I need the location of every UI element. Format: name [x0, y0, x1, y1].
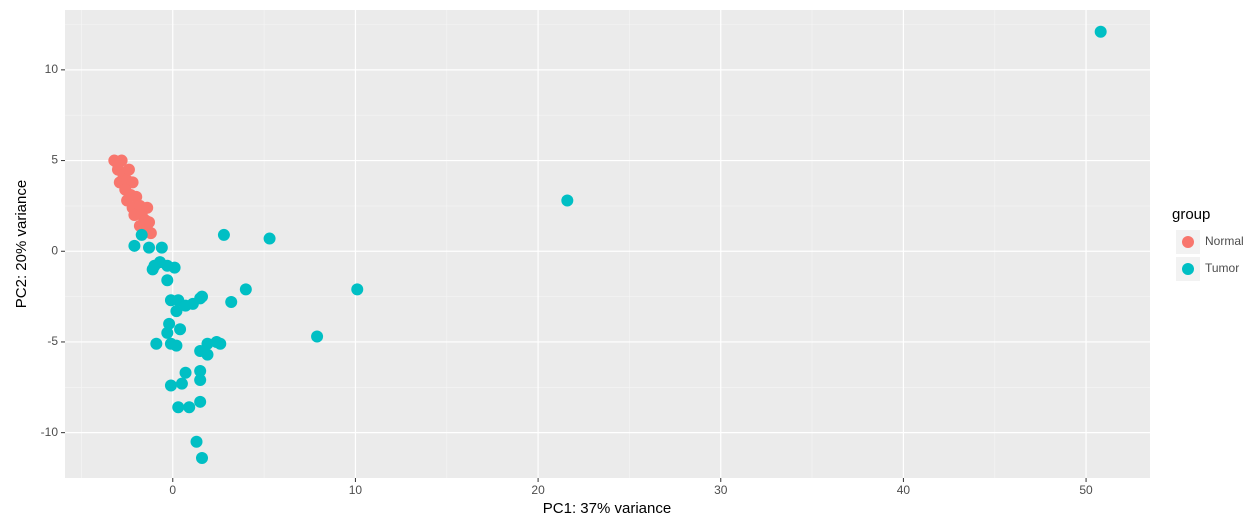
- point: [150, 337, 163, 350]
- x-tick-label: 40: [897, 483, 911, 497]
- x-tick-label: 0: [169, 483, 176, 497]
- x-axis-title: PC1: 37% variance: [543, 500, 671, 517]
- point: [190, 435, 203, 448]
- y-tick-label: 0: [51, 243, 58, 257]
- point: [111, 158, 124, 171]
- point: [351, 283, 364, 296]
- point: [122, 163, 135, 176]
- point: [194, 374, 207, 387]
- point: [201, 337, 214, 350]
- point: [161, 274, 174, 287]
- legend-title: group: [1172, 206, 1210, 223]
- x-tick-label: 30: [714, 483, 728, 497]
- point: [135, 228, 148, 241]
- y-tick-label: -5: [47, 334, 58, 348]
- point: [174, 323, 187, 336]
- point: [164, 379, 177, 392]
- point: [195, 452, 208, 465]
- y-tick-label: 5: [51, 153, 58, 167]
- point: [130, 190, 143, 203]
- point: [214, 337, 227, 350]
- point: [172, 401, 185, 414]
- point: [143, 241, 156, 254]
- x-tick-label: 10: [349, 483, 363, 497]
- point: [126, 176, 139, 189]
- point: [179, 366, 192, 379]
- point: [225, 296, 238, 309]
- point: [170, 305, 183, 318]
- point: [175, 377, 188, 390]
- point: [311, 330, 324, 343]
- plot-panel: [65, 10, 1150, 478]
- point: [128, 239, 141, 252]
- point: [201, 348, 214, 361]
- point: [161, 326, 174, 339]
- legend-marker: [1182, 236, 1194, 248]
- point: [163, 317, 176, 330]
- point: [1094, 25, 1107, 38]
- point: [263, 232, 276, 245]
- point: [170, 339, 183, 352]
- y-axis-title: PC2: 20% variance: [13, 180, 30, 308]
- point: [194, 364, 207, 377]
- point: [183, 401, 196, 414]
- point: [239, 283, 252, 296]
- grid: [65, 10, 1150, 478]
- point: [195, 290, 208, 303]
- legend-marker: [1182, 263, 1194, 275]
- y-tick-label: 10: [45, 62, 59, 76]
- point: [194, 395, 207, 408]
- point: [217, 228, 230, 241]
- legend-label: Tumor: [1205, 261, 1239, 275]
- point: [561, 194, 574, 207]
- y-tick-label: -10: [41, 425, 59, 439]
- legend-label: Normal: [1205, 234, 1244, 248]
- points: [108, 25, 1107, 465]
- x-tick-label: 50: [1079, 483, 1093, 497]
- point: [155, 241, 168, 254]
- point: [168, 261, 181, 274]
- x-tick-label: 20: [531, 483, 545, 497]
